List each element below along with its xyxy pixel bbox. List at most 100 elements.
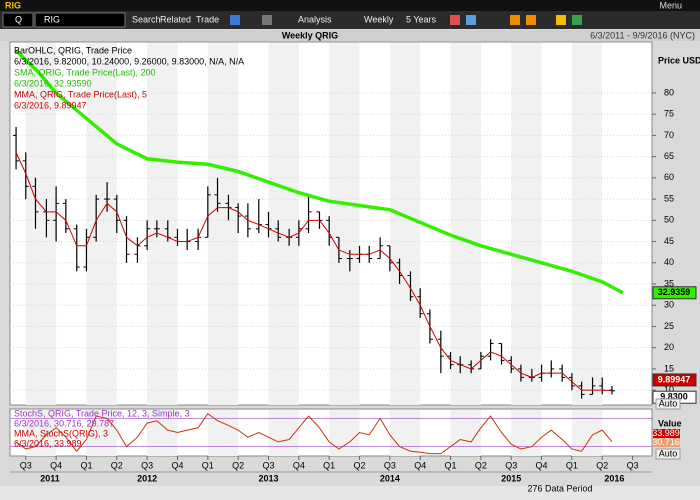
chart-header [0, 30, 700, 41]
x-tick-label: Q1 [445, 460, 457, 470]
auto-label: Auto [659, 398, 678, 408]
y-tick-label: 45 [664, 236, 674, 246]
year-label: 2011 [40, 473, 60, 483]
quarter-band [450, 43, 481, 405]
legend-sma: SMA, QRIG, Trade Price(Last), 200 [14, 67, 156, 77]
x-tick-label: Q3 [20, 460, 32, 470]
auto-button[interactable] [655, 448, 681, 460]
chart-title: Weekly QRIG [282, 30, 338, 40]
legend-ohlc: BarOHLC, QRIG, Trade Price [14, 45, 132, 55]
plot: Q3 Q4 Q1 Q2 Q3 Q4 Q1 Q2 Q3 Q4 Q1 Q2 Q3 Q4 Q1 Q2 Q3 Q4 Q1 Q2… [10, 49, 697, 483]
tool-icon[interactable] [526, 15, 536, 25]
year-label: 2014 [380, 473, 400, 483]
quarter-band [268, 410, 299, 456]
x-tick-label: Q2 [475, 460, 487, 470]
range-button[interactable]: 5 Years [406, 14, 437, 24]
y-tick-label: 75 [664, 109, 674, 119]
quarter-band [389, 410, 421, 456]
quarter-band [511, 43, 542, 405]
quarter-band [147, 43, 178, 405]
stoch-mma-last-box [653, 429, 680, 438]
search-button[interactable]: Search [132, 14, 161, 24]
y-tick-label: 65 [664, 151, 674, 161]
save-icon[interactable] [262, 15, 272, 25]
sec-type-box[interactable] [2, 12, 34, 28]
related-button[interactable]: Related [160, 14, 191, 24]
y-tick-label: 80 [664, 87, 674, 97]
x-tick-label: Q1 [323, 460, 335, 470]
stoch-last-label: 30.716 [652, 437, 680, 447]
auto-button[interactable] [655, 398, 681, 410]
ticker: RIG [44, 14, 60, 24]
legend-ohlc-value: 6/3/2016, 9.82000, 10.24000, 9.26000, 9.… [14, 56, 244, 66]
year-label: 2016 [604, 473, 624, 483]
window-title: RIG [5, 0, 21, 10]
y-tick-label: 40 [664, 257, 674, 267]
quarter-band [86, 43, 117, 405]
quarter-band [207, 43, 239, 405]
legend-stoch-mma-value: 6/3/2016, 33.989 [14, 438, 82, 448]
y-tick-label: 30 [664, 300, 674, 310]
quarter-band [329, 43, 360, 405]
y-tick-label: 20 [664, 342, 674, 352]
status-bar [0, 486, 700, 500]
year-label: 2013 [258, 473, 278, 483]
date-range: 6/3/2011 - 9/9/2016 (NYC) [590, 30, 695, 40]
ticker-box[interactable] [34, 12, 126, 28]
y-tick-label: 35 [664, 278, 674, 288]
y-axis-label: Price USD [658, 55, 700, 65]
y-tick-label: 55 [664, 193, 674, 203]
mma-last-label: 9.89947 [658, 374, 691, 384]
sec-type: Q [15, 14, 22, 24]
x-tick-label: Q3 [627, 460, 639, 470]
menu[interactable]: Menu [659, 0, 682, 10]
quarter-band [450, 410, 481, 456]
title-bar [0, 0, 700, 11]
quarter-band [511, 410, 542, 456]
sma-last-label-box [652, 286, 697, 300]
data-period: 276 Data Period [527, 483, 592, 493]
stoch-axis-label: Value [658, 418, 682, 428]
y-tick-label: 10 [664, 385, 674, 395]
x-tick-label: Q3 [505, 460, 517, 470]
x-tick-label: Q4 [536, 460, 548, 470]
quarter-band [329, 410, 360, 456]
trade-button[interactable]: Trade [196, 14, 219, 24]
x-tick-label: Q1 [80, 460, 92, 470]
legend-stoch: StochS, QRIG, Trade Price, 12, 3, Simple… [14, 408, 190, 418]
legend-mma-value: 6/3/2016, 9.89947 [14, 100, 87, 110]
x-tick-label: Q1 [566, 460, 578, 470]
mma-line [15, 152, 612, 392]
sma-last-label: 32.9359 [658, 287, 691, 297]
stoch-line [15, 412, 613, 455]
x-tick-label: Q2 [354, 460, 366, 470]
legend-stoch-mma: MMA, StochS(QRIG), 3 [14, 428, 108, 438]
x-tick-label: Q2 [232, 460, 244, 470]
quarter-band [25, 410, 57, 456]
close-last-label: 9.8300 [660, 392, 688, 402]
quarter-band [571, 43, 603, 405]
year-label: 2015 [501, 473, 521, 483]
analysis-button[interactable]: Analysis [298, 14, 332, 24]
tool-icon[interactable] [466, 15, 476, 25]
y-tick-label: 50 [664, 215, 674, 225]
year-label: 2012 [137, 473, 157, 483]
y-tick-label: 25 [664, 321, 674, 331]
tool-icon[interactable] [510, 15, 520, 25]
tool-icon[interactable] [450, 15, 460, 25]
tool-icon[interactable] [556, 15, 566, 25]
x-tick-label: Q2 [596, 460, 608, 470]
auto-label: Auto [659, 448, 678, 458]
x-tick-label: Q4 [171, 460, 183, 470]
tool-icon[interactable] [572, 15, 582, 25]
period-button[interactable]: Weekly [364, 14, 394, 24]
quarter-band [268, 43, 299, 405]
quarter-bands [25, 43, 603, 456]
undo-icon[interactable] [230, 15, 240, 25]
y-tick-label: 15 [664, 363, 674, 373]
quarter-band [389, 43, 421, 405]
quarter-band [147, 410, 178, 456]
y-tick-label: 70 [664, 130, 674, 140]
x-tick-label: Q3 [262, 460, 274, 470]
x-tick-label: Q4 [50, 460, 62, 470]
